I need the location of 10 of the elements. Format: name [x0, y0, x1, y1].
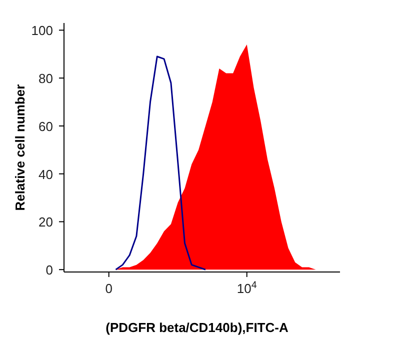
y-tick-label: 20	[38, 214, 53, 230]
y-tick-label: 100	[31, 23, 53, 38]
x-tick-label: 10$^{4}$	[236, 280, 258, 296]
y-tick-label: 40	[38, 166, 53, 182]
y-tick-label: 0	[46, 262, 53, 278]
x-axis-title: (PDGFR beta/CD140b),FITC-A	[104, 320, 290, 335]
y-tick-label: 60	[38, 118, 53, 134]
line-series	[115, 56, 206, 270]
y-axis-title: Relative cell number	[12, 84, 28, 211]
y-tick-label: 80	[38, 71, 53, 86]
